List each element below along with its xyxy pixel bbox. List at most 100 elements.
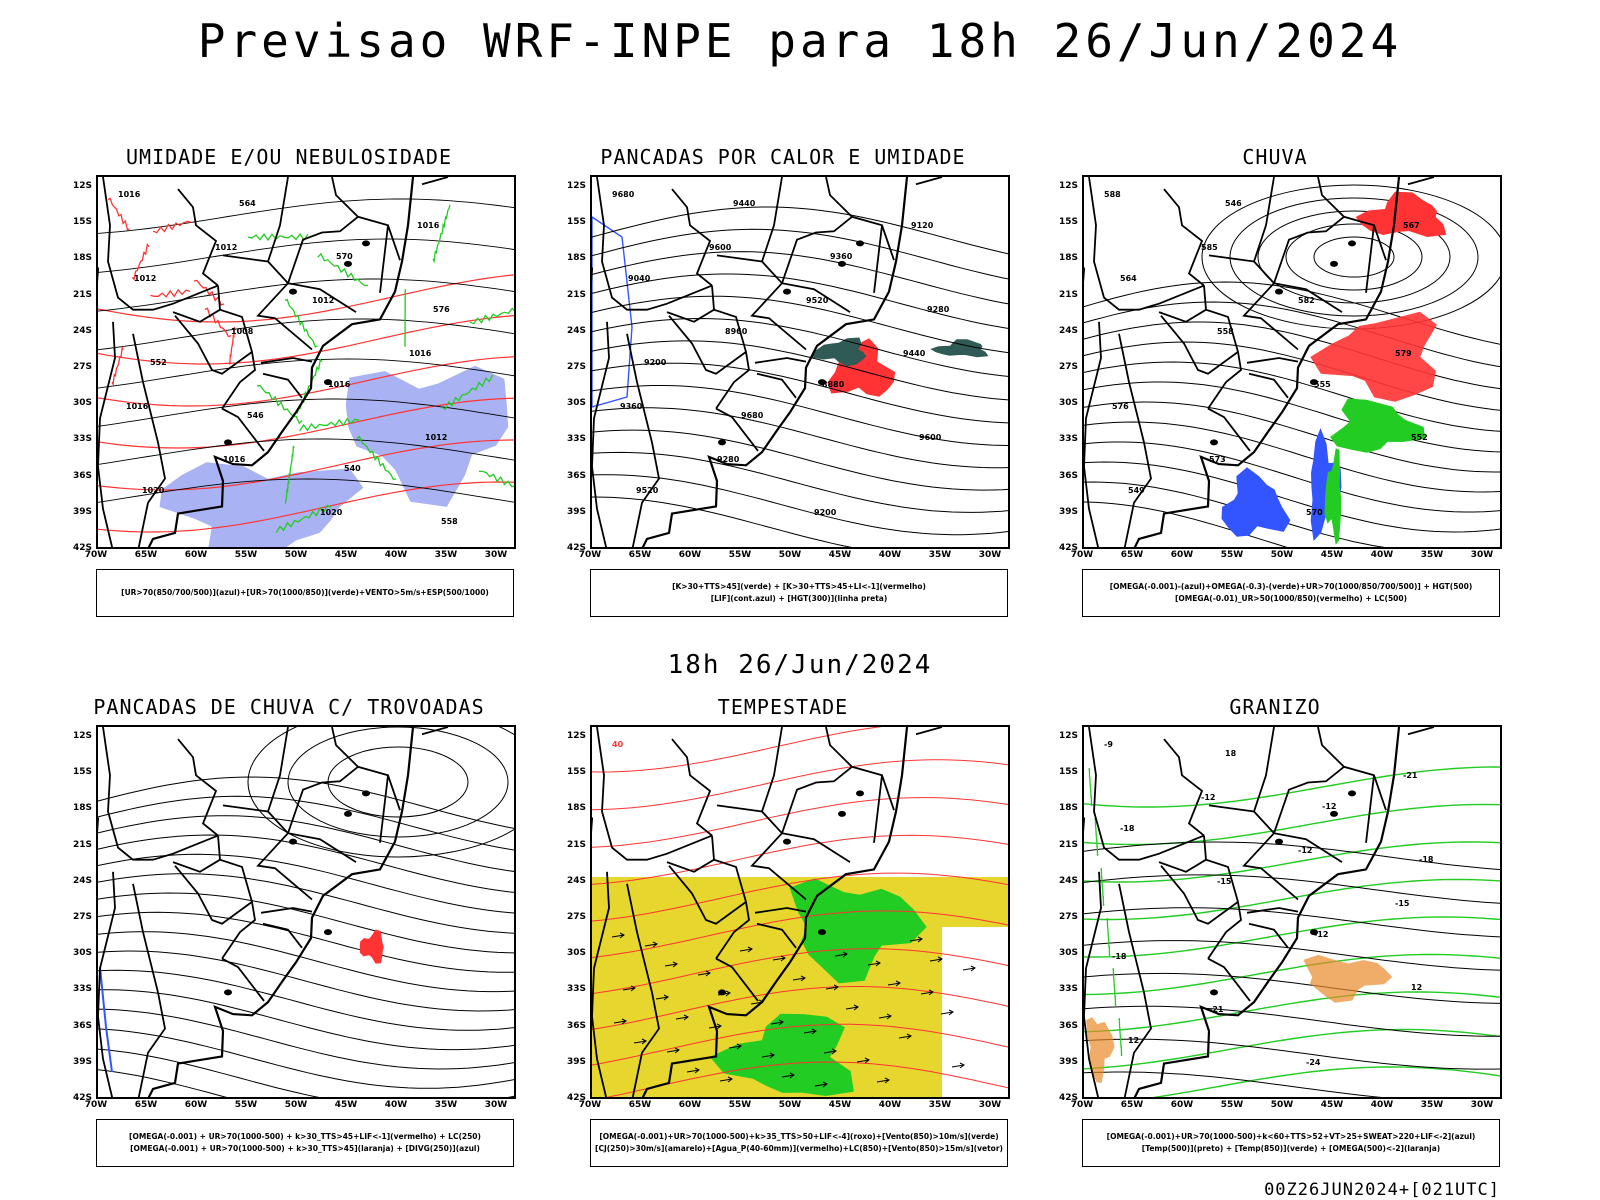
panel-1: UMIDADE E/OU NEBULOSIDADE 12S 15S 18S 21S 24S… bbox=[54, 145, 524, 625]
country-border bbox=[1407, 177, 1435, 186]
contour-label: 9200 bbox=[644, 358, 667, 367]
contour-label: 9120 bbox=[911, 221, 934, 230]
panel-legend: [UR>70(850/700/500)](azul)+[UR>70(1000/8… bbox=[96, 569, 514, 617]
lat-tick-label: 18S bbox=[566, 253, 586, 264]
country-border bbox=[1208, 254, 1255, 263]
country-border bbox=[172, 858, 221, 873]
country-border bbox=[760, 727, 851, 863]
hgt300-contour bbox=[592, 451, 1008, 513]
wind-vector bbox=[876, 1077, 890, 1084]
panel-2: PANCADAS POR CALOR E UMIDADE 12S 15S 18S 21S… bbox=[548, 145, 1018, 625]
coastline-east bbox=[147, 727, 415, 1097]
country-border bbox=[671, 738, 713, 837]
coastline-east bbox=[1133, 727, 1401, 1097]
temp850-detail bbox=[1118, 1018, 1123, 1057]
country-border bbox=[711, 285, 750, 410]
lake-feature bbox=[1275, 288, 1283, 295]
rain-red-area bbox=[1310, 311, 1437, 402]
lon-axis-labels: 70W 65W 60W 55W 50W 45W 40W 35W 30W bbox=[1071, 550, 1502, 564]
streamline bbox=[98, 892, 514, 954]
lon-tick-label: 50W bbox=[1270, 1100, 1294, 1110]
lon-tick-label: 30W bbox=[978, 550, 1002, 560]
contour-label: 1012 bbox=[134, 274, 156, 283]
low-level-humidity-contour bbox=[275, 504, 332, 534]
country-border bbox=[750, 282, 807, 351]
contour-label: 1016 bbox=[126, 402, 149, 411]
low-level-humidity-contour bbox=[299, 417, 360, 432]
lon-tick-label: 50W bbox=[778, 1100, 802, 1110]
temp850-contour bbox=[1084, 803, 1500, 846]
footer-run-info: 00Z26JUN2024+[021UTC] bbox=[1264, 1180, 1500, 1200]
lat-tick-label: 12S bbox=[72, 731, 92, 742]
lat-tick-label: 30S bbox=[1058, 398, 1078, 409]
temp500-contour bbox=[1084, 1005, 1500, 1037]
lake-feature bbox=[838, 260, 846, 267]
lat-tick-label: 42S bbox=[566, 543, 586, 553]
lon-tick-label: 70W bbox=[84, 550, 108, 560]
contour-label: 40 bbox=[612, 740, 624, 749]
panel-3: CHUVA 12S 15S 18S 21S 24S 27S 30S 33S 36S 39S 42S 70… bbox=[1040, 145, 1510, 625]
lon-axis-labels: 70W 65W 60W 55W 50W 45W 40W 35W 30W bbox=[1071, 1100, 1502, 1114]
wind-vector bbox=[739, 946, 753, 953]
pressure-contour bbox=[98, 398, 514, 427]
lat-tick-label: 33S bbox=[566, 434, 586, 445]
lat-tick-label: 39S bbox=[72, 506, 92, 517]
lat-tick-label: 12S bbox=[1058, 731, 1078, 742]
country-border bbox=[1246, 357, 1299, 364]
lat-tick-label: 12S bbox=[72, 181, 92, 192]
contour-label: -24 bbox=[1306, 1058, 1321, 1067]
lat-tick-label: 27S bbox=[1058, 912, 1078, 923]
hgt500-contour bbox=[1313, 236, 1395, 278]
temp500-contour bbox=[1084, 972, 1500, 1004]
temp500-contour bbox=[1084, 940, 1500, 971]
lon-tick-label: 40W bbox=[878, 550, 902, 560]
contour-label: -21 bbox=[1209, 1005, 1224, 1014]
wind-vector bbox=[940, 1009, 954, 1016]
lon-tick-label: 60W bbox=[1170, 1100, 1194, 1110]
lat-tick-label: 33S bbox=[1058, 984, 1078, 995]
legend-line: [OMEGA(-0.001) + UR>70(1000-500) + k>30_… bbox=[130, 1144, 480, 1153]
low-level-humidity-contour bbox=[441, 374, 494, 411]
country-border bbox=[825, 727, 895, 811]
wind-vector bbox=[887, 980, 901, 987]
streamline bbox=[98, 834, 514, 893]
hgt300-contour bbox=[592, 385, 1008, 446]
country-border bbox=[666, 308, 715, 323]
low-level-humidity-contour bbox=[432, 204, 451, 264]
country-border bbox=[262, 922, 303, 949]
lake-feature bbox=[224, 439, 232, 446]
legend-line: [OMEGA(-0.001)+UR>70(1000-500)+k<60+TTS>… bbox=[1106, 1132, 1476, 1141]
lon-tick-label: 60W bbox=[184, 1100, 208, 1110]
country-border bbox=[1246, 907, 1299, 914]
contour-label: 570 bbox=[1306, 508, 1323, 517]
lat-tick-label: 12S bbox=[566, 181, 586, 192]
lat-tick-label: 24S bbox=[566, 875, 586, 886]
lon-tick-label: 30W bbox=[1470, 1100, 1494, 1110]
country-border bbox=[668, 865, 747, 925]
contour-label: 9360 bbox=[620, 402, 643, 411]
lat-tick-label: 30S bbox=[566, 398, 586, 409]
contour-label: 552 bbox=[150, 358, 167, 367]
country-border bbox=[716, 804, 763, 813]
country-border bbox=[256, 282, 313, 351]
contour-label: 1016 bbox=[223, 455, 246, 464]
low-level-humidity-contour bbox=[256, 384, 303, 425]
lake-feature bbox=[1330, 260, 1338, 267]
country-border bbox=[1084, 871, 1102, 1097]
contour-label: 573 bbox=[1209, 455, 1226, 464]
country-border bbox=[177, 738, 219, 837]
legend-line: [UR>70(850/700/500)](azul)+[UR>70(1000/8… bbox=[121, 588, 489, 597]
panel-title: TEMPESTADE bbox=[717, 695, 849, 719]
lon-tick-label: 40W bbox=[878, 1100, 902, 1110]
contour-label: 585 bbox=[1201, 243, 1218, 252]
lat-tick-label: 24S bbox=[72, 325, 92, 336]
lake-feature bbox=[324, 379, 332, 386]
lon-tick-label: 70W bbox=[1070, 550, 1094, 560]
contour-label: 552 bbox=[1411, 433, 1428, 442]
streamline bbox=[98, 776, 514, 829]
contour-label: 1020 bbox=[320, 508, 343, 517]
lat-tick-label: 36S bbox=[1058, 1020, 1078, 1031]
lat-axis-labels: 12S 15S 18S 21S 24S 27S 30S 33S 36S 39S 42S bbox=[548, 725, 588, 1103]
lon-tick-label: 45W bbox=[1320, 1100, 1344, 1110]
temp850-contour bbox=[1084, 766, 1500, 808]
